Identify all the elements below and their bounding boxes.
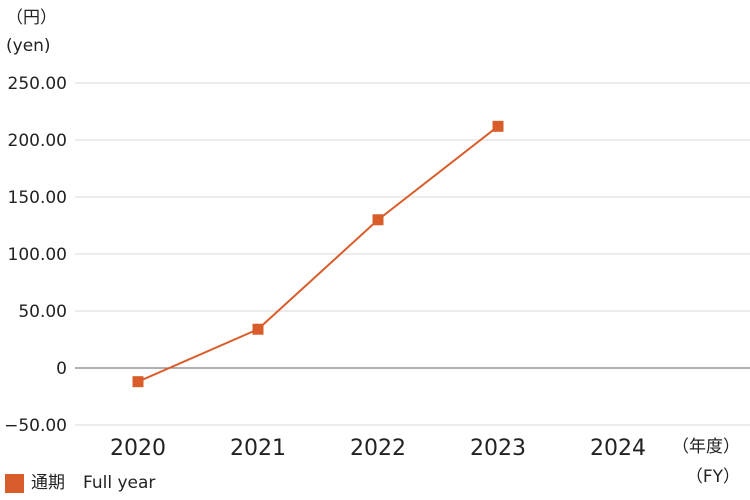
y-tick-label: −50.00 <box>4 416 67 436</box>
x-tick-label: 2020 <box>110 436 166 461</box>
y-tick-label: 0 <box>56 359 67 379</box>
y-axis-unit-jp: （円） <box>6 8 57 28</box>
legend-label-jp: 通期 <box>31 473 65 493</box>
y-tick-label: 100.00 <box>8 245 67 265</box>
gridlines <box>75 82 750 426</box>
x-tick-label: 2022 <box>350 436 406 461</box>
y-axis-tick-labels: 250.00 200.00 150.00 100.00 50.00 0 −50.00 <box>4 74 67 436</box>
x-axis-tick-labels: 2020 2021 2022 2023 2024 <box>110 436 646 461</box>
y-tick-label: 200.00 <box>8 131 67 151</box>
x-tick-label: 2023 <box>470 436 526 461</box>
data-point-marker <box>132 376 144 388</box>
data-point-marker <box>252 323 264 335</box>
series-line <box>137 125 499 383</box>
legend-label-en: Full year <box>83 473 156 493</box>
y-tick-label: 50.00 <box>18 302 67 322</box>
y-tick-label: 150.00 <box>8 188 67 208</box>
y-axis-unit-en: (yen) <box>6 36 51 56</box>
x-tick-label: 2024 <box>590 436 646 461</box>
legend-swatch-full-year <box>5 473 24 493</box>
x-axis-unit-jp: （年度） <box>672 437 740 457</box>
x-tick-label: 2021 <box>230 436 286 461</box>
legend: 通期 Full year <box>5 473 155 493</box>
data-point-marker <box>372 214 384 226</box>
x-axis-unit-en: （FY） <box>685 467 740 487</box>
data-point-marker <box>492 120 504 132</box>
series-full-year <box>132 120 504 388</box>
y-tick-label: 250.00 <box>8 74 67 94</box>
